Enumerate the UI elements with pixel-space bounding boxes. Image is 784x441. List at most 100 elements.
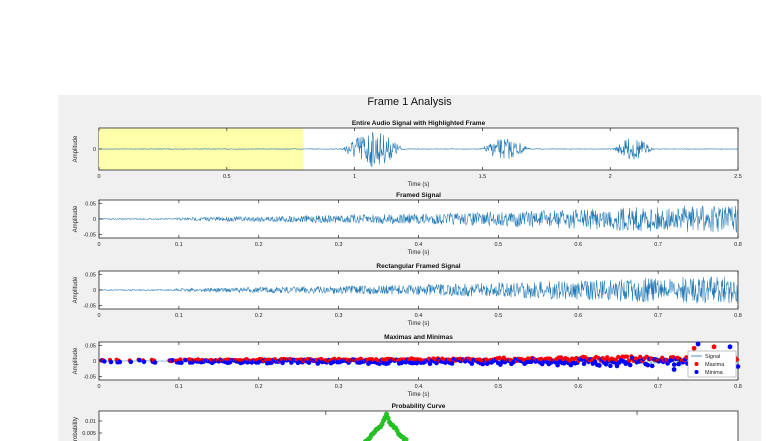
x-tick-label: 0 bbox=[97, 174, 100, 180]
y-tick-label: 0.01 bbox=[85, 419, 96, 425]
x-tick-label: 0.6 bbox=[574, 384, 582, 390]
y-tick-label: 0 bbox=[93, 359, 96, 365]
minima-point bbox=[581, 361, 587, 366]
subplot-3: Rectangular Framed Signal Amplitude 0 0.1 0.… bbox=[73, 263, 742, 327]
legend-label: Minima bbox=[705, 370, 724, 376]
y-tick-label: -0.05 bbox=[83, 375, 96, 381]
minima-point bbox=[555, 362, 560, 368]
x-tick-label: 0.6 bbox=[574, 313, 582, 319]
minima-point bbox=[170, 357, 175, 363]
x-tick-label: 0.3 bbox=[335, 242, 343, 248]
figure-window: Frame 1 Analysis Entire Audio Signal wit… bbox=[58, 95, 761, 441]
x-tick-label: 0.5 bbox=[495, 384, 503, 390]
y-axis-label: Amplitude bbox=[73, 135, 79, 162]
signal-line bbox=[98, 205, 739, 233]
y-tick-label: 0 bbox=[93, 147, 96, 153]
subplot-1: Entire Audio Signal with Highlighted Fra… bbox=[73, 120, 742, 188]
minima-point bbox=[117, 359, 123, 365]
maxima-point bbox=[711, 344, 717, 350]
x-tick-label: 2.5 bbox=[734, 174, 742, 180]
x-tick-label: 0.5 bbox=[495, 242, 503, 248]
x-axis-label: Time (s) bbox=[408, 321, 430, 327]
x-tick-label: 1.5 bbox=[479, 174, 487, 180]
minima-point bbox=[179, 360, 184, 365]
minima-point bbox=[128, 359, 134, 365]
maxima-point bbox=[638, 354, 643, 359]
x-tick-label: 0.4 bbox=[415, 313, 423, 319]
x-tick-label: 0.1 bbox=[175, 242, 183, 248]
maxima-point bbox=[627, 358, 632, 363]
y-axis-label: Amplitude bbox=[73, 276, 79, 303]
minima-point bbox=[427, 361, 433, 367]
minima-point bbox=[108, 359, 114, 365]
legend-label: Maxima bbox=[705, 362, 725, 368]
x-tick-label: 0.7 bbox=[654, 384, 662, 390]
y-tick-label: -0.05 bbox=[83, 233, 96, 239]
x-tick-label: 0.5 bbox=[223, 174, 231, 180]
y-tick-label: 0 bbox=[93, 288, 96, 294]
y-tick-label: 0.05 bbox=[85, 343, 96, 349]
signal-line bbox=[98, 276, 739, 304]
minima-point bbox=[735, 364, 741, 369]
legend-maxima-swatch bbox=[694, 362, 699, 366]
x-tick-label: 0.2 bbox=[255, 242, 263, 248]
minima-point bbox=[597, 363, 602, 368]
legend-minima-swatch bbox=[694, 370, 699, 374]
x-tick-label: 0.7 bbox=[654, 313, 662, 319]
y-tick-label: -0.05 bbox=[83, 304, 96, 310]
minima-point bbox=[469, 361, 475, 366]
x-tick-label: 0.3 bbox=[335, 313, 343, 319]
y-tick-label: 0.05 bbox=[85, 201, 96, 207]
y-tick-label: 0.05 bbox=[85, 272, 96, 278]
minima-point bbox=[141, 359, 147, 365]
minima-point bbox=[434, 360, 439, 366]
maxima-point bbox=[624, 354, 630, 359]
subplot-title: Maximas and Minimas bbox=[384, 334, 453, 341]
minima-point bbox=[480, 361, 486, 367]
x-tick-label: 0.2 bbox=[255, 384, 263, 390]
x-tick-label: 2 bbox=[609, 174, 612, 180]
subplot-2: Framed Signal Amplitude 0 0.1 0.2 0.3 0.4 0.5 0.… bbox=[73, 192, 742, 256]
probability-point bbox=[385, 415, 391, 421]
axes-box bbox=[98, 410, 739, 441]
y-tick-label: 0.005 bbox=[82, 431, 96, 437]
minima-point bbox=[102, 359, 107, 364]
minima-point bbox=[608, 363, 613, 369]
y-tick-label: 0 bbox=[93, 217, 96, 223]
x-tick-label: 0 bbox=[97, 242, 100, 248]
subplot-title: Entire Audio Signal with Highlighted Fra… bbox=[352, 120, 486, 127]
minima-point bbox=[676, 361, 681, 367]
x-tick-label: 0.1 bbox=[175, 384, 183, 390]
subplot-title: Rectangular Framed Signal bbox=[376, 263, 460, 270]
y-axis-label: Amplitude bbox=[73, 205, 79, 232]
x-tick-label: 0.8 bbox=[734, 313, 742, 319]
plots-canvas: Entire Audio Signal with Highlighted Fra… bbox=[73, 120, 742, 441]
minima-point bbox=[695, 341, 701, 347]
minima-point bbox=[449, 361, 455, 366]
subplot-title: Probability Curve bbox=[392, 403, 446, 410]
minima-point bbox=[614, 363, 620, 369]
x-tick-label: 1 bbox=[353, 174, 356, 180]
minima-point bbox=[152, 360, 158, 365]
minima-point bbox=[649, 363, 655, 369]
x-tick-label: 0.4 bbox=[415, 384, 423, 390]
extrema-markers bbox=[99, 341, 741, 375]
minima-point bbox=[671, 367, 677, 372]
y-axis-label: Probability bbox=[73, 417, 79, 441]
minima-point bbox=[137, 357, 142, 363]
x-tick-label: 0.2 bbox=[255, 313, 263, 319]
y-axis-label: Amplitude bbox=[73, 347, 79, 374]
maxima-point bbox=[613, 357, 619, 362]
minima-point bbox=[627, 362, 633, 368]
x-tick-label: 0.1 bbox=[175, 313, 183, 319]
subplot-4: Maximas and Minimas Amplitude Signal Maxima… bbox=[73, 334, 742, 398]
x-axis-label: Time (s) bbox=[408, 182, 430, 188]
maxima-point bbox=[660, 355, 665, 360]
maxima-point bbox=[691, 345, 697, 351]
x-tick-label: 0.5 bbox=[495, 313, 503, 319]
probability-point bbox=[403, 437, 409, 441]
subplot-5: Probability Curve Probability 0.01 0.005 bbox=[73, 403, 739, 441]
signal-line bbox=[98, 131, 739, 168]
minima-point bbox=[592, 359, 598, 364]
figure-title: Frame 1 Analysis bbox=[367, 96, 452, 108]
